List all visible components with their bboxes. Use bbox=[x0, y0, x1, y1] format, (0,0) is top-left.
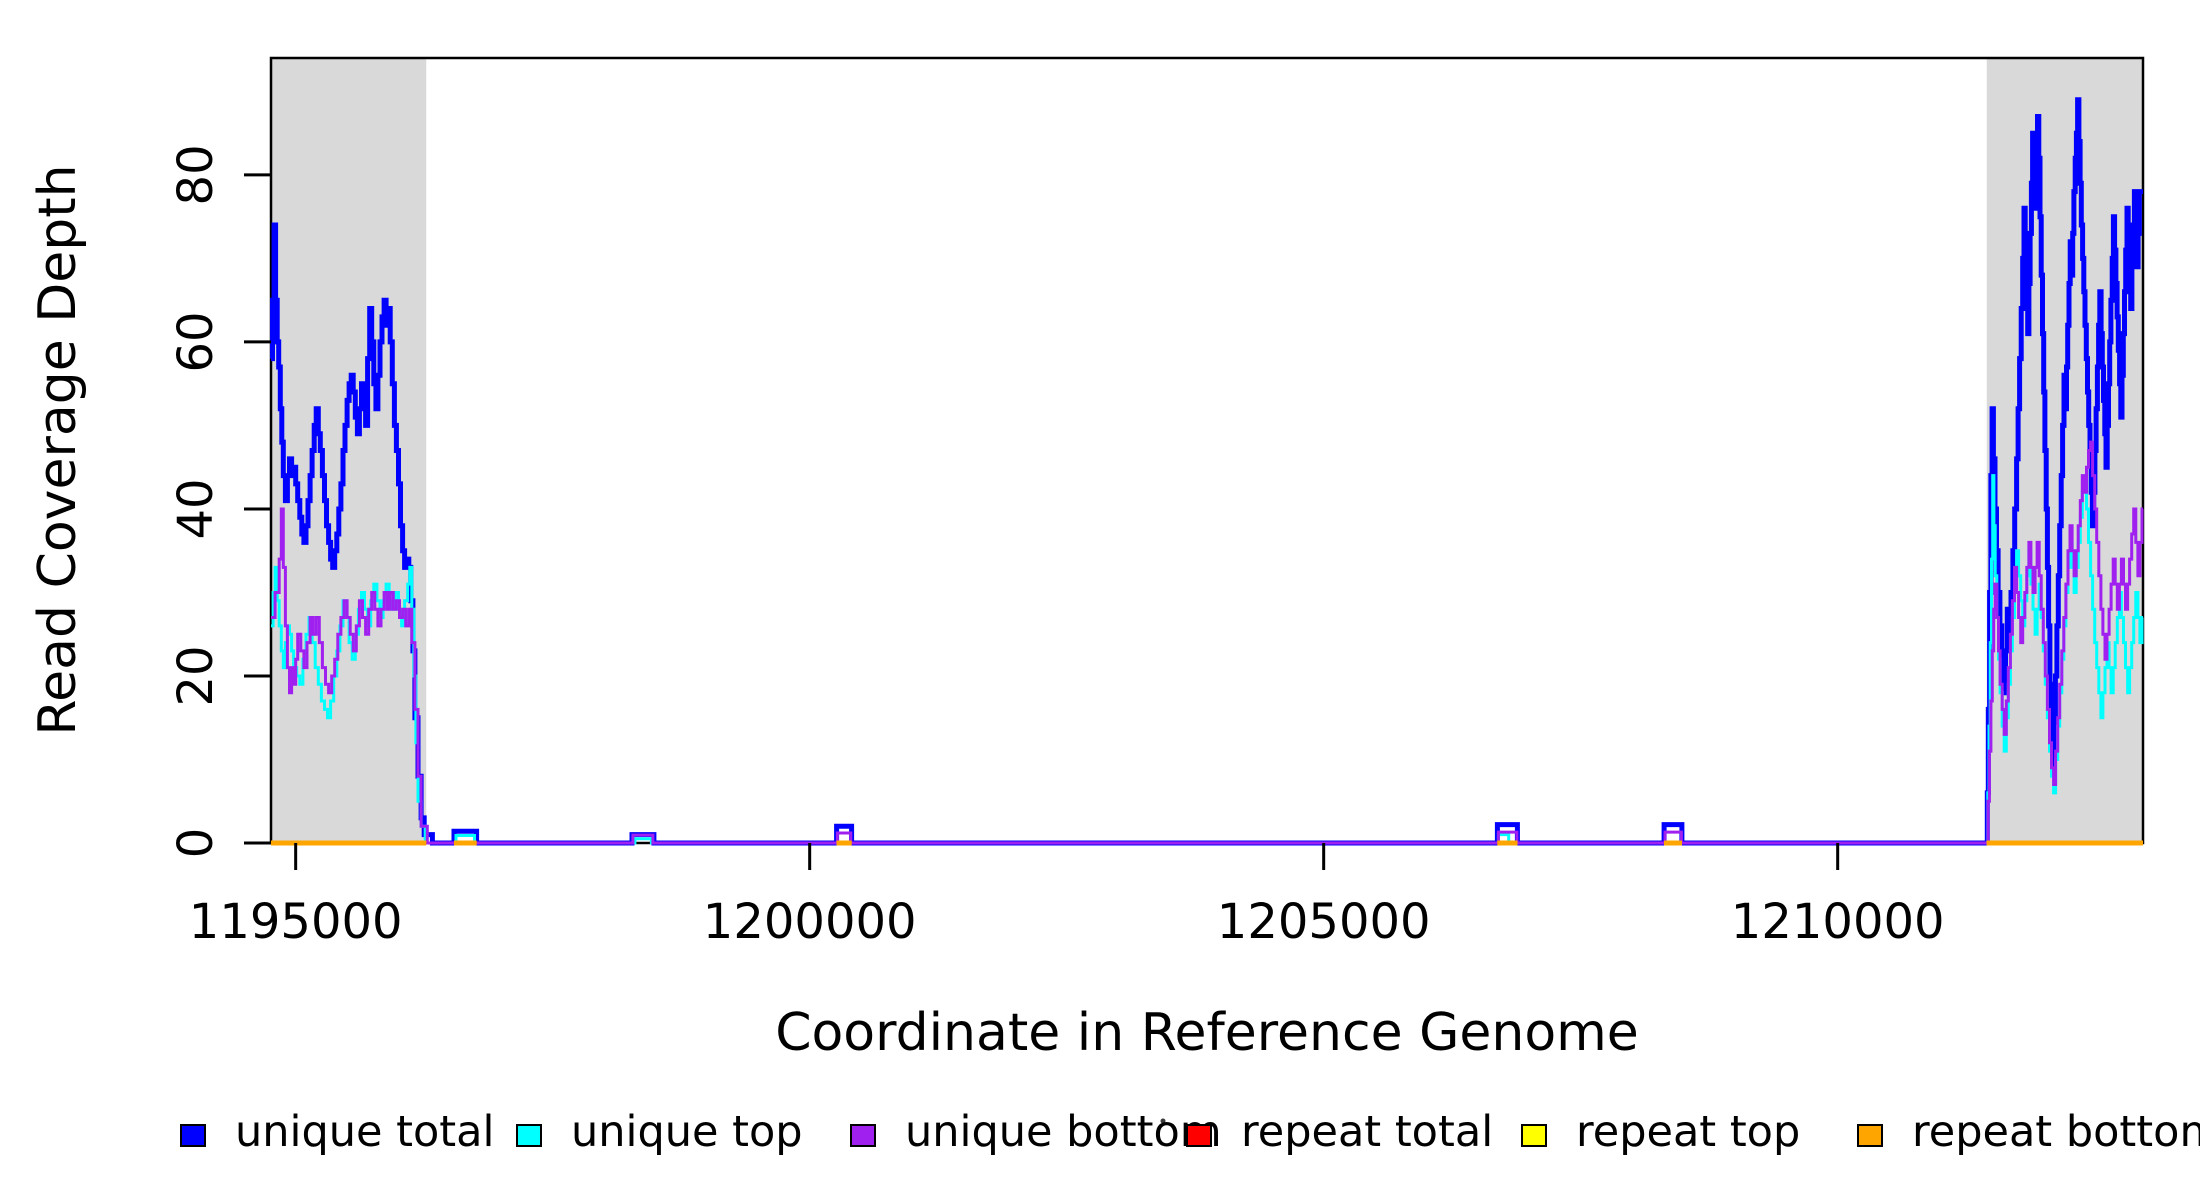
series-unique-bottom bbox=[271, 440, 2144, 845]
legend-item-repeat-bottom: repeat bottom bbox=[1857, 1107, 2200, 1157]
legend-item-unique-top: unique top bbox=[516, 1107, 803, 1157]
legend-label: repeat total bbox=[1241, 1107, 1493, 1157]
x-tick-label: 1205000 bbox=[1217, 894, 1431, 950]
axes: 1195000 1200000 1205000 1210000 0 20 40 60 80 bbox=[168, 144, 1945, 950]
unique-bottom-swatch-icon bbox=[850, 1124, 876, 1147]
series-lines bbox=[270, 97, 2144, 846]
legend-label: unique total bbox=[235, 1107, 494, 1157]
y-tick-label: 60 bbox=[168, 311, 224, 372]
plot-box bbox=[269, 56, 2145, 845]
repeat-total-swatch-icon bbox=[1186, 1124, 1212, 1147]
stray-dot bbox=[1160, 1118, 1166, 1124]
x-axis-title: Coordinate in Reference Genome bbox=[775, 1003, 1639, 1063]
legend-label: repeat top bbox=[1576, 1107, 1800, 1157]
y-tick-label: 40 bbox=[168, 478, 224, 539]
legend-item-unique-total: unique total bbox=[180, 1107, 494, 1157]
x-tick-label: 1195000 bbox=[189, 894, 403, 950]
y-tick-label: 20 bbox=[168, 645, 224, 706]
legend-label: unique bottom bbox=[905, 1107, 1222, 1157]
unique-total-swatch-icon bbox=[180, 1124, 206, 1147]
legend-item-unique-bottom: unique bottom bbox=[850, 1107, 1222, 1157]
legend-label: repeat bottom bbox=[1912, 1107, 2200, 1157]
y-tick-label: 80 bbox=[168, 144, 224, 205]
legend-label: unique top bbox=[571, 1107, 803, 1157]
y-tick-label: 0 bbox=[168, 828, 224, 859]
repeat-region-bands bbox=[271, 58, 2143, 843]
x-tick-label: 1200000 bbox=[703, 894, 917, 950]
legend-item-repeat-top: repeat top bbox=[1521, 1107, 1800, 1157]
legend: unique total unique top unique bottom re… bbox=[180, 1107, 2200, 1157]
series-unique-top bbox=[271, 474, 2144, 845]
y-axis-title: Read Coverage Depth bbox=[28, 164, 88, 735]
legend-item-repeat-total: repeat total bbox=[1186, 1107, 1493, 1157]
series-unique-total bbox=[270, 97, 2143, 846]
repeat-region-left bbox=[271, 58, 427, 843]
repeat-top-swatch-icon bbox=[1521, 1124, 1547, 1147]
repeat-bottom-swatch-icon bbox=[1857, 1124, 1883, 1147]
x-tick-label: 1210000 bbox=[1731, 894, 1945, 950]
unique-top-swatch-icon bbox=[516, 1124, 542, 1147]
